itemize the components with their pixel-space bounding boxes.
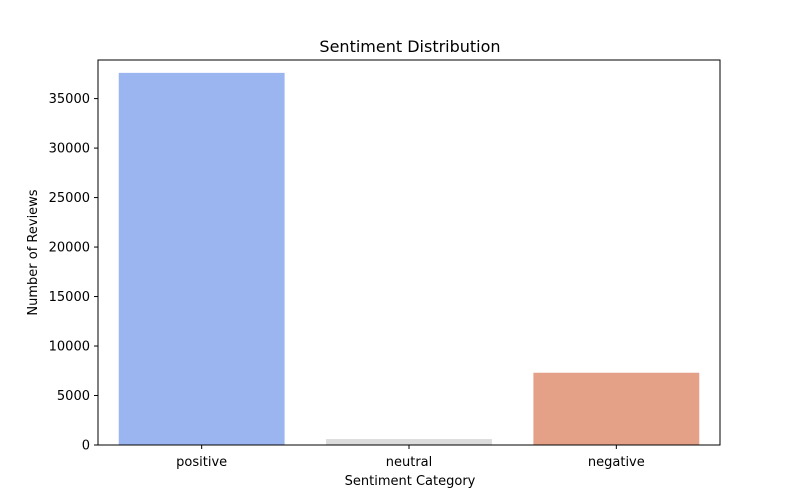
x-tick-label: neutral — [386, 455, 433, 470]
y-axis-label: Number of Reviews — [26, 189, 41, 315]
y-tick-label: 10000 — [49, 340, 90, 355]
y-tick-label: 5000 — [57, 389, 90, 404]
x-tick-label: positive — [176, 455, 227, 470]
bar-positive — [118, 72, 285, 445]
y-ticks-group: 0 5000 10000 15000 20000 25000 30000 35000 — [49, 92, 98, 454]
y-tick-label: 35000 — [49, 92, 90, 107]
bars-group — [118, 72, 700, 445]
y-tick-label: 20000 — [49, 241, 90, 256]
x-ticks-group: positive neutral negative — [176, 445, 645, 470]
y-tick-label: 25000 — [49, 191, 90, 206]
y-tick-label: 30000 — [49, 142, 90, 157]
x-tick-label: negative — [588, 455, 645, 470]
chart-title: Sentiment Distribution — [319, 37, 500, 56]
plot-frame — [97, 59, 721, 446]
bar-negative — [533, 372, 700, 445]
y-tick-label: 15000 — [49, 290, 90, 305]
bar-neutral — [326, 439, 492, 445]
y-tick-label: 0 — [82, 439, 90, 454]
x-axis-label: Sentiment Category — [345, 474, 476, 489]
